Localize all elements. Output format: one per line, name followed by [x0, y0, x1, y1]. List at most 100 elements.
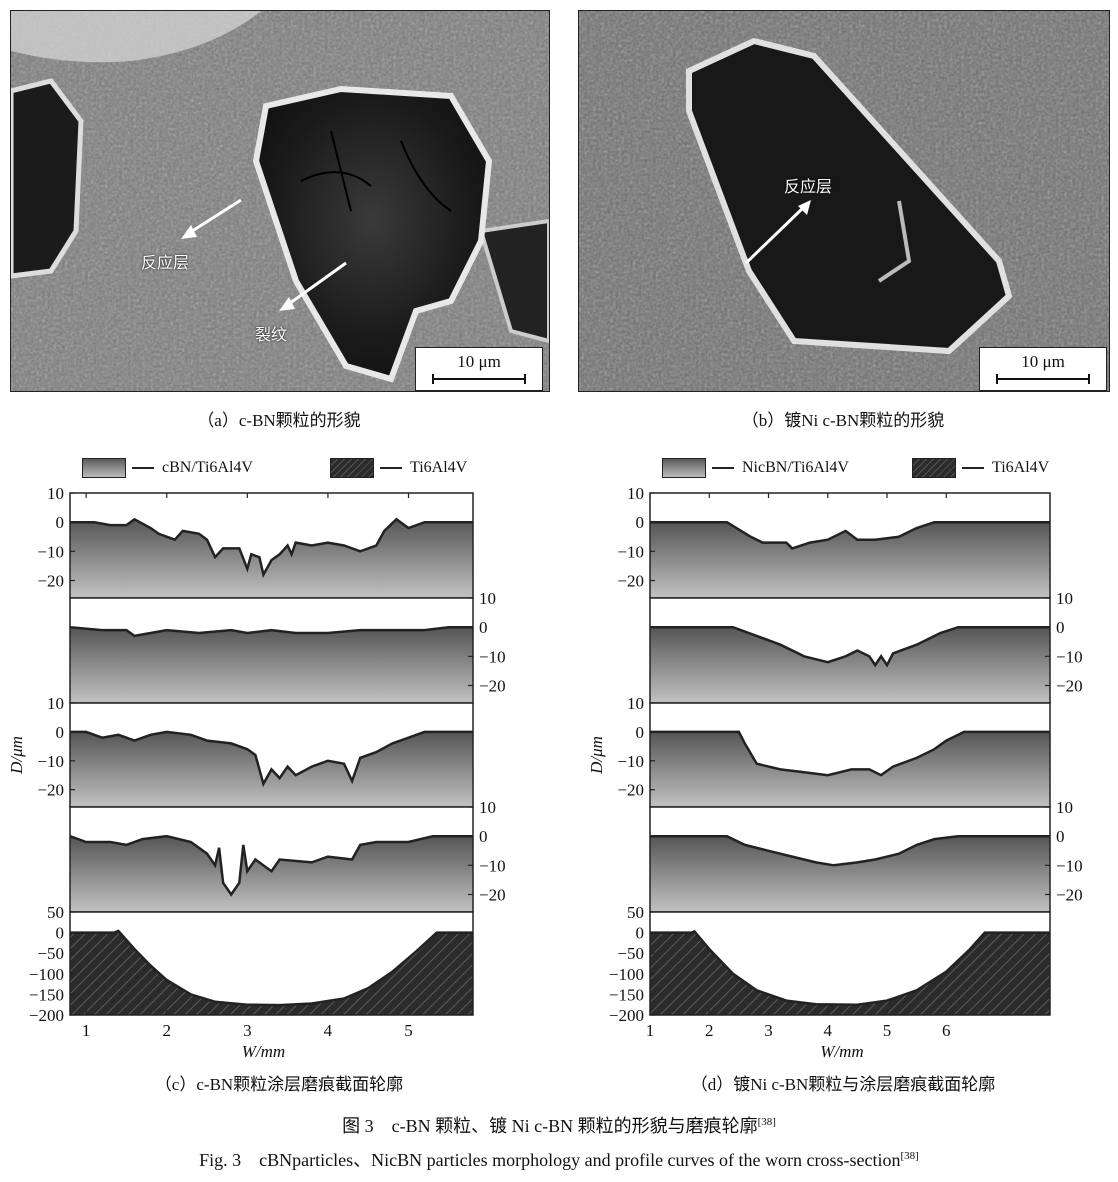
x-tick-label: 1	[82, 1021, 91, 1040]
profile-line	[70, 730, 473, 788]
y-tick-label: 10	[47, 484, 64, 503]
x-axis-label: W/mm	[242, 1042, 285, 1061]
y-tick-label: 0	[636, 924, 645, 943]
y-tick-label: −20	[617, 781, 644, 800]
legend-label: NicBN/Ti6Al4V	[742, 459, 849, 476]
caption-a: （a）c-BN颗粒的形貌	[197, 411, 361, 430]
y-tick-label: −50	[617, 944, 644, 963]
label-crack: 裂纹	[255, 327, 288, 344]
profile-area	[650, 627, 1050, 703]
sem-image-b: 反应层 10 μm	[578, 10, 1110, 392]
y-tick-label: 10	[1056, 798, 1073, 817]
y-tick-label: −20	[479, 677, 506, 696]
subplot-frame	[69, 911, 474, 1016]
y-tick-label: −10	[37, 752, 64, 771]
y-tick-label: −20	[1056, 677, 1083, 696]
reference-marker: [38]	[900, 1150, 919, 1162]
caption-c: （c）c-BN颗粒涂层磨痕截面轮廓	[154, 1075, 404, 1094]
legend-d-item-1: NicBN/Ti6Al4V	[662, 458, 849, 478]
y-tick-label: 10	[627, 484, 644, 503]
gradient-swatch	[82, 458, 126, 478]
profile-area	[70, 931, 473, 1015]
profile-line	[650, 520, 1050, 550]
profile-line	[69, 834, 473, 897]
subplot-5: 50 0−50 −100−150 −200	[29, 903, 474, 1025]
profile-line	[70, 517, 473, 579]
profile-line	[650, 625, 1050, 668]
reference-marker: [38]	[757, 1116, 776, 1128]
y-tick-label: −20	[37, 572, 64, 591]
y-tick-label: 0	[479, 618, 488, 637]
y-axis-label: D/μm	[587, 736, 606, 775]
y-tick-label: −100	[609, 965, 644, 984]
y-tick-label: −100	[29, 965, 64, 984]
profile-line	[650, 730, 1050, 777]
scale-bar-a: 10 μm	[415, 347, 543, 391]
x-tick-label: 1	[646, 1021, 655, 1040]
y-tick-label: 50	[47, 903, 64, 922]
subplot-1: 10 0 −10 −20	[37, 484, 474, 599]
x-tick-label: 5	[883, 1021, 892, 1040]
figure-caption-en: Fig. 3 cBNparticles、NicBN particles morp…	[0, 1146, 1118, 1172]
subplot-5: 50 0−50 −100−150 −200	[609, 903, 1051, 1025]
caption-zh-text: 图 3 c-BN 颗粒、镀 Ni c-BN 颗粒的形貌与磨痕轮廓	[342, 1116, 758, 1136]
y-tick-label: −50	[37, 944, 64, 963]
profile-area	[70, 836, 473, 912]
y-tick-label: 10	[627, 694, 644, 713]
y-tick-label: −20	[1056, 886, 1083, 905]
y-tick-label: 50	[627, 903, 644, 922]
arrow-reaction-layer-b	[744, 205, 806, 265]
subplot-3: 10 0 −10 −20	[37, 694, 474, 808]
y-tick-label: −10	[479, 856, 506, 875]
sem-image-a: 反应层 裂纹 10 μm	[10, 10, 550, 392]
y-tick-label: −150	[29, 985, 64, 1004]
subplot-frame	[649, 911, 1051, 1016]
subplot-2: 10 0 −10 −20	[69, 589, 506, 704]
chart-c: 100−10−20100−10−20100−10−20100−10−20500−…	[7, 484, 506, 1061]
y-tick-label: −150	[609, 985, 644, 1004]
y-tick-label: 0	[56, 723, 65, 742]
profile-area	[650, 931, 1050, 1015]
x-tick-label: 3	[243, 1021, 252, 1040]
scale-bar-label: 10 μm	[1021, 352, 1065, 371]
scale-bar-label: 10 μm	[457, 352, 501, 371]
y-tick-label: 0	[479, 827, 488, 846]
gradient-swatch	[662, 458, 706, 478]
subplot-1: 10 0 −10 −20	[617, 484, 1051, 599]
profile-area	[650, 522, 1050, 598]
subplot-2: 10 0 −10 −20	[649, 589, 1083, 704]
y-tick-label: 10	[479, 798, 496, 817]
chart-d: 100−10−20100−10−20100−10−20100−10−20500−…	[587, 484, 1083, 1061]
x-tick-label: 3	[764, 1021, 773, 1040]
legend-label: cBN/Ti6Al4V	[162, 459, 253, 476]
profile-line	[650, 834, 1050, 867]
legend-label: Ti6Al4V	[410, 459, 468, 476]
y-tick-label: 0	[1056, 618, 1065, 637]
hatched-swatch	[912, 458, 956, 478]
y-tick-label: −200	[29, 1006, 64, 1025]
x-tick-label: 5	[404, 1021, 413, 1040]
caption-en-text: Fig. 3 cBNparticles、NicBN particles morp…	[199, 1150, 901, 1170]
x-axis-label: W/mm	[820, 1042, 863, 1061]
y-tick-label: 0	[636, 513, 645, 532]
y-tick-label: −200	[609, 1006, 644, 1025]
subplot-4: 10 0 −10 −20	[69, 798, 506, 913]
profile-area	[70, 627, 473, 703]
profile-line	[70, 929, 473, 1007]
x-tick-label: 4	[324, 1021, 333, 1040]
y-tick-label: −10	[1056, 856, 1083, 875]
arrow-crack-a	[285, 261, 347, 308]
subplot-4: 10 0 −10 −20	[649, 798, 1083, 913]
label-reaction-layer: 反应层	[141, 255, 190, 272]
hatched-swatch	[330, 458, 374, 478]
y-tick-label: 10	[479, 589, 496, 608]
profile-area	[650, 731, 1050, 807]
y-tick-label: −20	[479, 886, 506, 905]
scale-bar-b: 10 μm	[979, 347, 1107, 391]
x-tick-label: 2	[162, 1021, 171, 1040]
y-tick-label: 0	[1056, 827, 1065, 846]
y-tick-label: −10	[1056, 647, 1083, 666]
profile-line	[69, 625, 473, 638]
y-axis-label: D/μm	[7, 736, 26, 775]
